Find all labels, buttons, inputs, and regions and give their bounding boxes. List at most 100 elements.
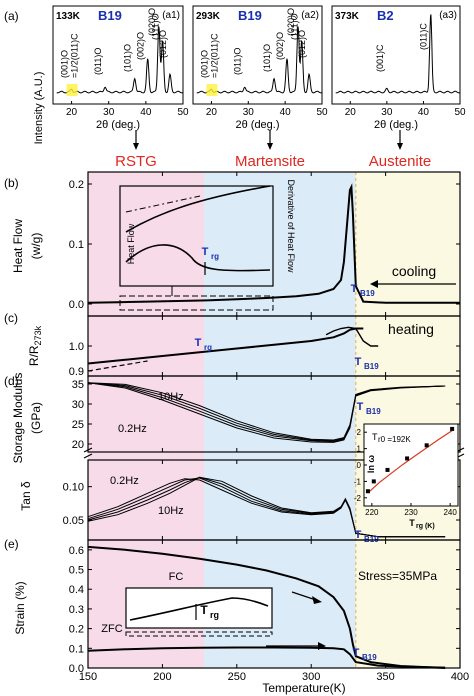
xrd-temp: 293K <box>196 11 221 22</box>
ytick-label: 1.0 <box>69 341 84 353</box>
resistance-ylabel: R/R273k <box>27 325 43 366</box>
xrd-corner: (a2) <box>301 10 319 21</box>
ytick-label: 0.1 <box>69 643 84 655</box>
xtick-label: 400 <box>451 671 469 683</box>
tb19-label-b: T <box>351 283 358 295</box>
panel-label-e: (e) <box>4 537 19 551</box>
ytick-label: 0.6 <box>69 545 84 557</box>
xrd-phase: B2 <box>377 8 394 23</box>
xrd-temp: 373K <box>335 11 360 22</box>
panel-label-d: (d) <box>4 374 19 388</box>
trg-sub-b: rg <box>211 252 219 261</box>
panel-frame <box>87 539 461 669</box>
xrd-highlight <box>206 84 218 96</box>
heatflow-ylabel: Heat Flow <box>11 219 25 273</box>
temperature-xlabel: Temperature(K) <box>262 681 345 695</box>
xrd-tick-label: 20 <box>345 107 357 118</box>
xrd-temp: 133K <box>56 11 81 22</box>
strain-zfc <box>87 646 446 669</box>
ytick-label: 0.3 <box>69 604 84 616</box>
xrd-subplot-a3: 20 30 40 50 2θ (deg.) 373K B2 (a3) (001)C (011)C <box>331 5 466 131</box>
phase-arrowhead <box>267 143 273 150</box>
xrd-pattern <box>335 14 460 94</box>
inset-b-ylabel: Derivative of Heat Flow <box>286 179 296 273</box>
xrd-peak-label: (011)C <box>419 23 429 50</box>
inset-b-derivative <box>125 244 271 272</box>
inset-d-xlabel: T <box>409 518 415 528</box>
phase-arrowhead <box>133 143 139 150</box>
xrd-peak-label: (011)O <box>233 48 243 75</box>
ytick-label: 20 <box>72 439 84 451</box>
xrd-peak-label: (011)O <box>93 48 103 75</box>
xrd-peak-label: (012)O <box>297 30 307 58</box>
tb19-sub-b: B19 <box>360 289 375 298</box>
xrd-tick-label: 50 <box>316 107 328 118</box>
xrd-ylabel: Intensity (A.U.) <box>33 72 45 145</box>
inset-d-xtick-label: 220 <box>365 508 379 517</box>
trg-sub-e: rg <box>210 610 219 620</box>
panel-frame <box>87 375 461 453</box>
inset-d-xlabel-sub: rg (K) <box>416 523 435 530</box>
fc-arrowhead <box>312 596 322 604</box>
band-rstg <box>88 172 205 668</box>
xrd-tick-label: 20 <box>206 107 218 118</box>
inset-d-point <box>385 467 390 472</box>
inset-b-frame <box>119 185 274 287</box>
inset-e-curve <box>129 597 269 621</box>
xtick-label: 300 <box>302 671 320 683</box>
ytick-label: 0.0 <box>69 299 84 311</box>
inset-d-point <box>365 489 370 494</box>
freq-10hz-tand: 10Hz <box>158 505 184 517</box>
xrd-xlabel: 2θ (deg.) <box>374 119 418 131</box>
xrd-pattern <box>196 26 322 94</box>
xrd-peak-label-2: =1/2(011)C <box>70 33 80 78</box>
tb19-label-d2: T <box>355 529 362 541</box>
inset-d-ytick-label: 1 <box>357 445 362 454</box>
panel-e: 0.0 0.1 0.2 0.3 0.4 0.5 0.6 150 200 250 300 350 400 T… <box>69 539 469 683</box>
strain-fc <box>87 545 446 669</box>
xrd-tick-label: 40 <box>140 107 152 118</box>
fc-arrow <box>291 591 317 601</box>
xrd-subplot-a2: 20 30 40 50 2θ (deg.) 293K B19 (a2) (001)O =1/2(0… <box>192 5 328 131</box>
xrd-tick-label: 30 <box>103 107 115 118</box>
inset-e-zoom-box <box>125 631 273 637</box>
xrd-tick-label: 30 <box>381 107 393 118</box>
xrd-peak-label: (001)O <box>60 50 70 78</box>
tb19-label-c: T <box>355 356 362 368</box>
resistance-extrap <box>87 360 148 372</box>
xrd-peak-label: (001)C <box>375 44 385 72</box>
xrd-xlabel: 2θ (deg.) <box>96 119 140 131</box>
ytick-label: 0.2 <box>69 624 84 636</box>
modulus-ylabel: Storage Modulus <box>11 373 25 464</box>
phase-label-austenite: Austenite <box>369 153 432 170</box>
inset-d-ytick-label: 0 <box>357 461 362 470</box>
ytick-label: 0.5 <box>69 565 84 577</box>
inset-d-ytick-label: -1 <box>354 477 362 486</box>
resistance-ylabel-main: R/R <box>27 345 41 366</box>
xrd-peak-label: (001)O <box>199 50 209 78</box>
panel-d2: 0.050.10T B19 <box>63 447 465 544</box>
phase-arrows <box>133 130 403 150</box>
trg-label-b: T <box>202 246 209 258</box>
inset-d-ylabel: ln ω <box>366 455 376 473</box>
resistance-ylabel-sub: 273k <box>33 325 43 345</box>
xtick-label: 250 <box>228 671 246 683</box>
tandelta-ylabel: Tan δ <box>19 481 33 511</box>
inset-d-point <box>424 443 429 448</box>
ytick-label: 0.2 <box>69 179 84 191</box>
xrd-peak-label: (002)O <box>275 32 285 60</box>
trg-label-c: T <box>195 337 202 349</box>
tb19-label-e: T <box>353 647 360 659</box>
phase-label-rstg: RSTG <box>115 153 157 170</box>
inset-d-point <box>371 479 376 484</box>
zfc-arrowhead <box>318 642 326 650</box>
heating-label: heating <box>388 321 434 337</box>
ytick-label: 35 <box>72 379 84 391</box>
fc-label: FC <box>169 571 184 583</box>
xrd-tick-label: 40 <box>418 107 430 118</box>
panel-label-a: (a) <box>4 9 19 23</box>
